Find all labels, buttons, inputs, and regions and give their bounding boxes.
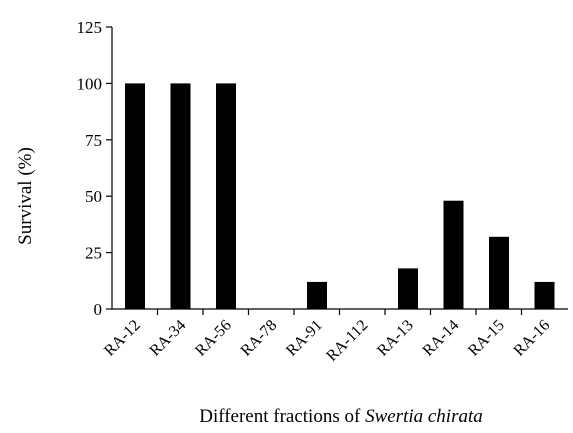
x-category-label: RA-91 [283, 317, 326, 360]
bar-ra-16 [534, 281, 555, 309]
bar-ra-15 [489, 236, 509, 309]
y-tick-label: 25 [85, 244, 102, 263]
x-axis [112, 308, 568, 315]
x-axis-title: Different fractions of Swertia chirata [199, 406, 483, 427]
x-category-label: RA-14 [420, 317, 463, 360]
x-category-label: RA-13 [374, 317, 417, 360]
x-category-label: RA-56 [192, 317, 235, 360]
y-tick-label: 75 [85, 131, 102, 150]
bar-ra-34 [170, 83, 191, 310]
y-tick-label: 125 [77, 18, 103, 37]
bars [125, 83, 555, 310]
bar-ra-13 [398, 268, 418, 309]
x-axis-title-species: Swertia chirata [365, 406, 483, 427]
y-tick-label: 50 [85, 187, 102, 206]
y-tick-label: 100 [77, 74, 103, 93]
bar-ra-14 [443, 200, 464, 309]
x-category-label: RA-16 [511, 317, 554, 360]
x-category-label: RA-34 [147, 317, 190, 360]
y-axis: 0 25 50 75 100 125 [77, 18, 113, 319]
bar-ra-91 [307, 281, 327, 309]
y-tick-label: 0 [94, 300, 103, 319]
y-axis-title: Survival (%) [15, 147, 36, 245]
x-category-label: RA-78 [238, 317, 281, 360]
x-category-label: RA-112 [323, 317, 371, 365]
x-axis-title-prefix: Different fractions of [199, 406, 365, 427]
x-category-label: RA-12 [101, 317, 144, 360]
bar-ra-12 [125, 83, 145, 310]
bar-ra-56 [216, 83, 236, 310]
x-category-label: RA-15 [465, 317, 508, 360]
